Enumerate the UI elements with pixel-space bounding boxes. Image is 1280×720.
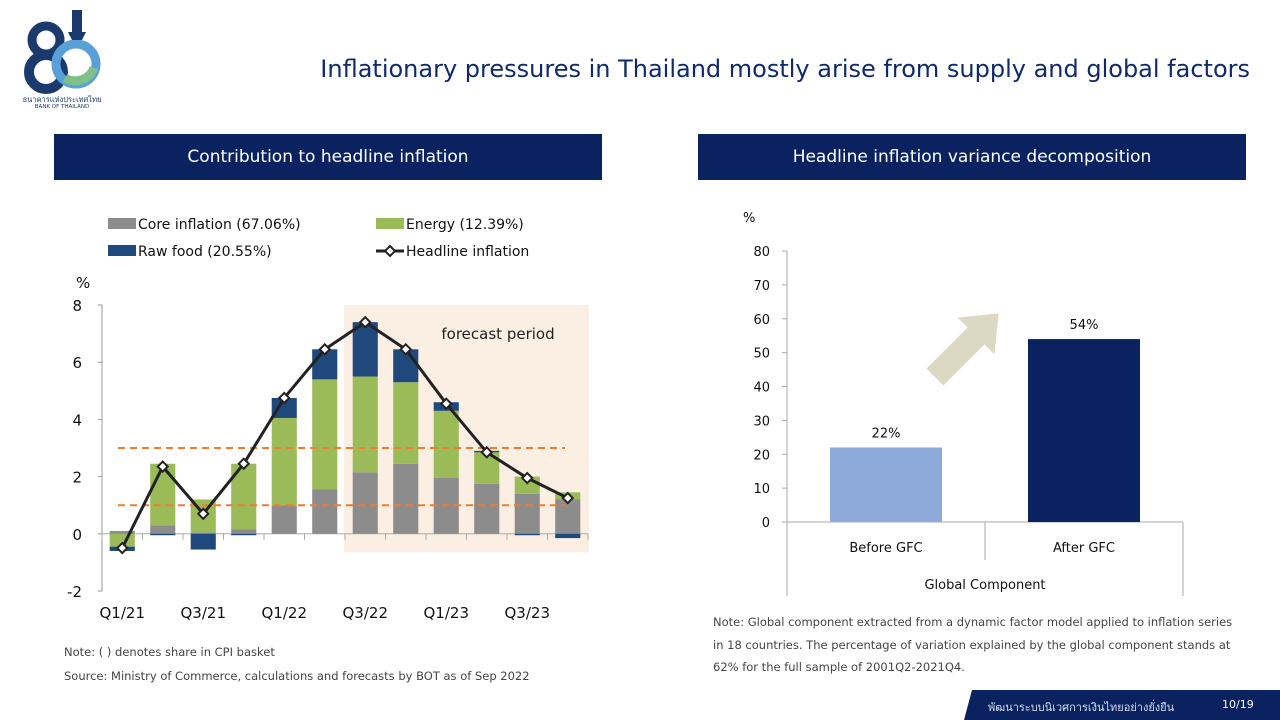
bar-core	[474, 483, 500, 534]
bar-value-label: 22%	[872, 426, 901, 441]
headline-point	[156, 460, 170, 474]
variance-decomposition-chart: % 0 10 20 30 40 50 60 70 80 22% Before GFC 54% After …	[743, 211, 1184, 596]
y-axis-unit: %	[76, 274, 90, 292]
bar-raw-food	[352, 322, 378, 377]
legend-core-label: Core inflation (67.06%)	[138, 217, 301, 233]
x-tick-label: Q1/21	[100, 604, 146, 622]
logo-thai-text: ธนาคารแห่งประเทศไทย	[22, 95, 102, 104]
headline-point	[196, 507, 210, 521]
page-number: 10/19	[1222, 698, 1254, 711]
bar-core	[190, 532, 216, 534]
bar-energy	[433, 410, 459, 479]
bar-raw-food	[514, 533, 540, 536]
x-tick-label: Q1/23	[424, 604, 470, 622]
y-tick-label: 40	[753, 381, 770, 396]
bar-before-gfc	[830, 447, 942, 522]
headline-point	[115, 541, 129, 555]
right-panel-title: Headline inflation variance decompositio…	[698, 134, 1246, 180]
bar-value-label: 54%	[1070, 318, 1099, 333]
y-tick-label: 6	[72, 354, 82, 372]
contribution-chart: forecast period -2 0 2 4 6 8% Q1/21 Q3/21 Q1/22 Q3…	[67, 217, 589, 622]
y-tick-label: 0	[72, 526, 82, 544]
y-tick-label: 20	[753, 448, 770, 463]
y-axis-unit: %	[743, 211, 755, 226]
y-tick-label: 50	[753, 347, 770, 362]
legend-raw-food-swatch	[108, 245, 136, 256]
left-source: Source: Ministry of Commerce, calculatio…	[64, 669, 530, 683]
x-tick-label: Q3/22	[343, 604, 389, 622]
bar-raw-food	[271, 397, 297, 418]
legend-core-swatch	[108, 218, 136, 229]
bar-energy	[312, 379, 338, 490]
left-note: Note: ( ) denotes share in CPI basket	[64, 645, 275, 659]
bar-core	[352, 472, 378, 534]
bar-core	[555, 499, 581, 534]
legend-headline-label: Headline inflation	[406, 244, 529, 260]
bar-core	[231, 529, 257, 534]
headline-line	[120, 320, 569, 549]
bar-core	[109, 530, 135, 534]
bar-core	[393, 463, 419, 534]
page-title: Inflationary pressures in Thailand mostl…	[320, 55, 1250, 83]
x-category-label: Before GFC	[849, 541, 922, 556]
bar-raw-food	[150, 533, 176, 536]
forecast-annotation: forecast period	[441, 325, 554, 343]
headline-point	[358, 315, 372, 329]
bar-after-gfc	[1028, 339, 1140, 522]
y-tick-label: 0	[762, 516, 770, 531]
headline-point	[561, 491, 575, 505]
logo-80-emblem	[24, 10, 101, 94]
bar-raw-food	[190, 533, 216, 550]
headline-point	[439, 397, 453, 411]
bar-energy	[352, 376, 378, 473]
y-tick-label: 4	[72, 411, 82, 429]
headline-point	[480, 445, 494, 459]
legend-raw-food-label: Raw food (20.55%)	[138, 244, 272, 260]
footer-bar	[964, 690, 1280, 720]
headline-point	[318, 342, 332, 356]
y-tick-label: 70	[753, 279, 770, 294]
y-tick-label: 2	[72, 469, 82, 487]
bar-core	[312, 489, 338, 534]
footer-slogan: พัฒนาระบบนิเวศการเงินไทยอย่างยั่งยืน	[988, 701, 1175, 714]
x-tick-label: Q3/23	[505, 604, 551, 622]
y-tick-label: -2	[67, 583, 82, 601]
bank-of-thailand-logo	[24, 10, 101, 94]
legend-energy-swatch	[376, 218, 404, 229]
bar-core	[271, 505, 297, 534]
x-axis-title: Global Component	[924, 578, 1045, 593]
bar-energy	[393, 382, 419, 464]
y-tick-label: 80	[753, 245, 770, 260]
y-tick-label: 8	[72, 297, 82, 315]
logo-english-text: BANK OF THAILAND	[34, 104, 90, 110]
headline-point	[399, 342, 413, 356]
bar-core	[514, 493, 540, 534]
headline-point	[237, 457, 251, 471]
x-tick-label: Q1/22	[262, 604, 308, 622]
y-tick-label: 10	[753, 482, 770, 497]
bar-raw-food	[555, 533, 581, 539]
headline-point	[277, 391, 291, 405]
x-tick-label: Q3/21	[181, 604, 227, 622]
y-tick-label: 60	[753, 313, 770, 328]
left-panel-title: Contribution to headline inflation	[54, 134, 602, 180]
x-category-label: After GFC	[1053, 541, 1115, 556]
bar-energy	[271, 417, 297, 506]
headline-point	[520, 471, 534, 485]
bar-core	[150, 525, 176, 534]
bar-energy	[150, 463, 176, 526]
legend-headline-marker	[383, 244, 397, 258]
bar-raw-food	[231, 533, 257, 536]
increase-arrow-icon	[926, 313, 999, 386]
right-note: Note: Global component extracted from a …	[713, 615, 1233, 674]
legend-energy-label: Energy (12.39%)	[406, 217, 524, 233]
y-tick-label: 30	[753, 414, 770, 429]
